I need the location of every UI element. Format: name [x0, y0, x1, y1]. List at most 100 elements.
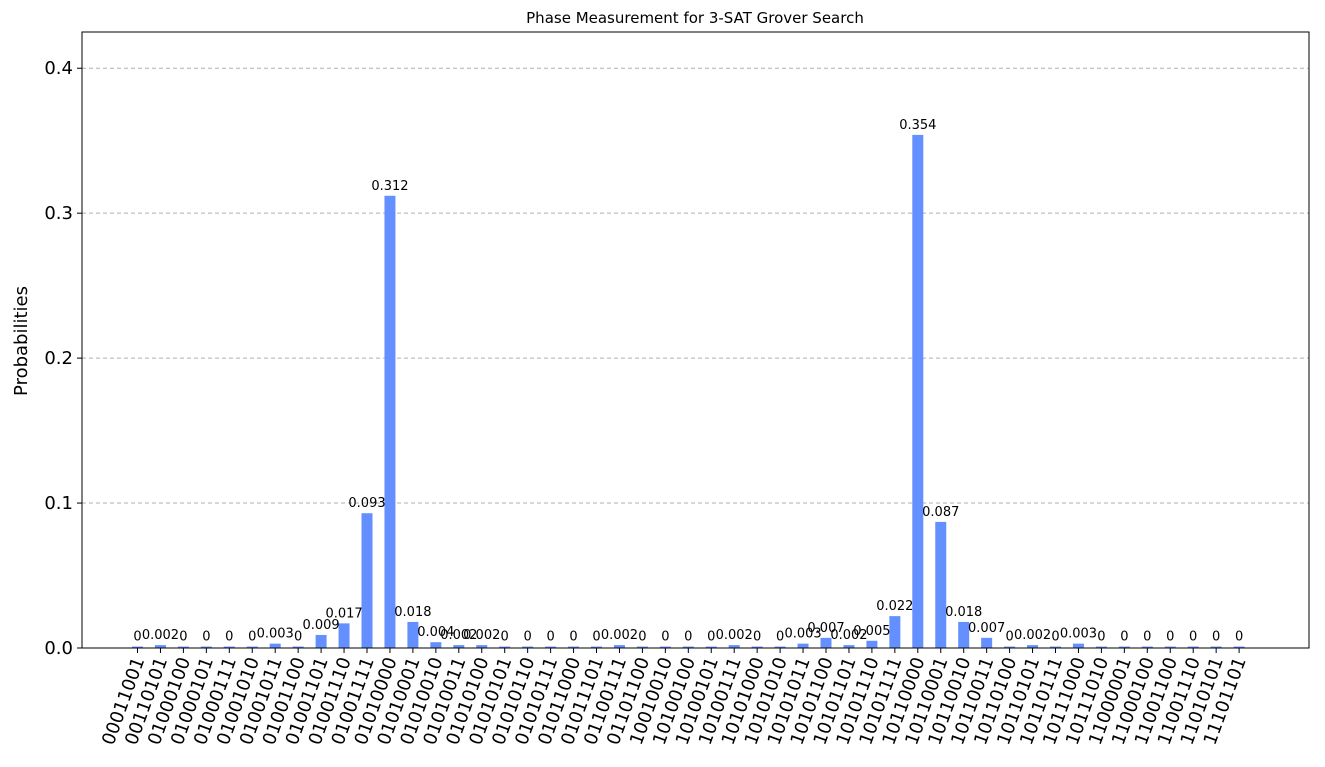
bar-10100101	[705, 646, 717, 648]
data-label-01000100: 0	[179, 630, 187, 645]
bar-01001111	[361, 513, 373, 648]
bar-01000100	[177, 646, 189, 648]
bar-11101101	[1233, 646, 1245, 648]
bar-01010111	[545, 646, 557, 648]
data-label-10110100: 0	[1005, 630, 1013, 645]
bar-10101011	[797, 643, 809, 648]
grid-lines	[82, 67, 1309, 504]
bar-10110101	[1027, 645, 1039, 648]
data-label-10100111: 0.002	[716, 628, 753, 643]
data-label-10101010: 0	[776, 630, 784, 645]
data-label-01000111: 0	[225, 630, 233, 645]
data-label-10100101: 0	[707, 630, 715, 645]
y-tick-label: 0.2	[44, 348, 73, 369]
bar-01010000	[384, 195, 396, 649]
data-label-01010100: 0.002	[463, 628, 500, 643]
data-label-01011101: 0	[592, 630, 600, 645]
bar-11001110	[1187, 646, 1199, 648]
data-label-01100111: 0.002	[601, 628, 638, 643]
bar-10101101	[843, 645, 855, 648]
data-label-11101101: 0	[1235, 630, 1243, 645]
y-tick-label: 0.1	[44, 493, 73, 514]
data-label-01001011: 0.003	[257, 627, 294, 642]
data-label-01001110: 0.017	[325, 606, 362, 621]
bar-10101100	[820, 637, 832, 648]
data-label-11000001: 0	[1120, 630, 1128, 645]
data-label-11000100: 0	[1143, 630, 1151, 645]
y-axis-label: Probabilities	[11, 286, 32, 396]
data-label-10110111: 0	[1051, 630, 1059, 645]
bar-10100111	[728, 645, 740, 648]
data-label-10100100: 0	[684, 630, 692, 645]
x-axis-ticks: 0001100100110101010001000100010101000111…	[98, 648, 1251, 748]
bar-01010101	[499, 646, 511, 648]
bar-00110101	[154, 645, 166, 648]
data-label-11001110: 0	[1189, 630, 1197, 645]
bar-00011001	[132, 646, 143, 648]
bar-11000100	[1141, 646, 1153, 648]
bar-10110010	[958, 621, 970, 648]
data-label-01000101: 0	[202, 630, 210, 645]
bar-10010010	[659, 646, 671, 648]
bar-01001110	[338, 623, 350, 648]
chart-title: Phase Measurement for 3-SAT Grover Searc…	[526, 9, 864, 27]
data-label-10110000: 0.354	[899, 118, 936, 133]
data-label-10101011: 0.003	[784, 627, 821, 642]
data-label-01010000: 0.312	[371, 179, 408, 194]
bar-10111010	[1095, 646, 1107, 648]
y-axis-ticks: 0.0 0.1 0.2 0.3 0.4	[44, 58, 82, 659]
bar-10100100	[682, 646, 694, 648]
bar-01010100	[476, 645, 488, 648]
data-label-10111010: 0	[1097, 630, 1105, 645]
bar-01001101	[315, 634, 327, 648]
data-label-01010010: 0.004	[417, 625, 454, 640]
data-label-01010110: 0	[524, 630, 532, 645]
data-label-01010011: 0.002	[440, 628, 477, 643]
data-label-10101101: 0.002	[830, 628, 867, 643]
data-label-01001101: 0.009	[302, 618, 339, 633]
bar-10110011	[981, 637, 993, 648]
bar-01010011	[453, 645, 465, 648]
y-tick-label: 0.3	[44, 203, 73, 224]
data-label-01010101: 0	[501, 630, 509, 645]
bar-01100111	[613, 645, 625, 648]
data-label-00011001: 0	[133, 630, 141, 645]
bar-01011000	[568, 646, 580, 648]
data-label-01010111: 0	[546, 630, 554, 645]
bar-01010110	[522, 646, 534, 648]
data-labels: 0 0.002 0 0 0 0 0.003 00.0090.0170.0930.3120.01…	[133, 118, 1243, 645]
data-label-10110010: 0.018	[945, 605, 982, 620]
data-label-01001010: 0	[248, 630, 256, 645]
data-label-10101100: 0.007	[807, 621, 844, 636]
data-label-01001111: 0.093	[348, 496, 385, 511]
bar-10110000	[912, 134, 924, 649]
bars	[132, 134, 1245, 649]
bar-11001100	[1164, 646, 1176, 648]
bar-01101100	[636, 646, 648, 648]
bar-10110111	[1050, 646, 1061, 648]
bar-01001100	[292, 646, 304, 648]
plot-frame	[81, 31, 1310, 649]
data-label-10110011: 0.007	[968, 621, 1005, 636]
y-tick-label: 0.4	[44, 58, 73, 79]
bar-01011101	[591, 646, 602, 648]
data-label-11001100: 0	[1166, 630, 1174, 645]
bar-01001010	[246, 646, 258, 648]
data-label-10010010: 0	[661, 630, 669, 645]
bar-10101000	[751, 646, 763, 648]
data-label-10111000: 0.003	[1060, 627, 1097, 642]
data-label-10101000: 0	[753, 630, 761, 645]
data-label-01011000: 0	[569, 630, 577, 645]
data-label-01001100: 0	[294, 630, 302, 645]
data-label-10101111: 0.022	[876, 599, 913, 614]
bar-01001011	[269, 643, 281, 648]
bar-01010010	[430, 642, 442, 648]
bar-10101110	[866, 640, 878, 648]
data-label-00110101: 0.002	[142, 628, 179, 643]
bar-10111000	[1072, 643, 1084, 648]
data-label-10101110: 0.005	[853, 624, 890, 639]
data-label-10110101: 0.002	[1014, 628, 1051, 643]
data-label-10110001: 0.087	[922, 505, 959, 520]
bar-11010101	[1210, 646, 1222, 648]
